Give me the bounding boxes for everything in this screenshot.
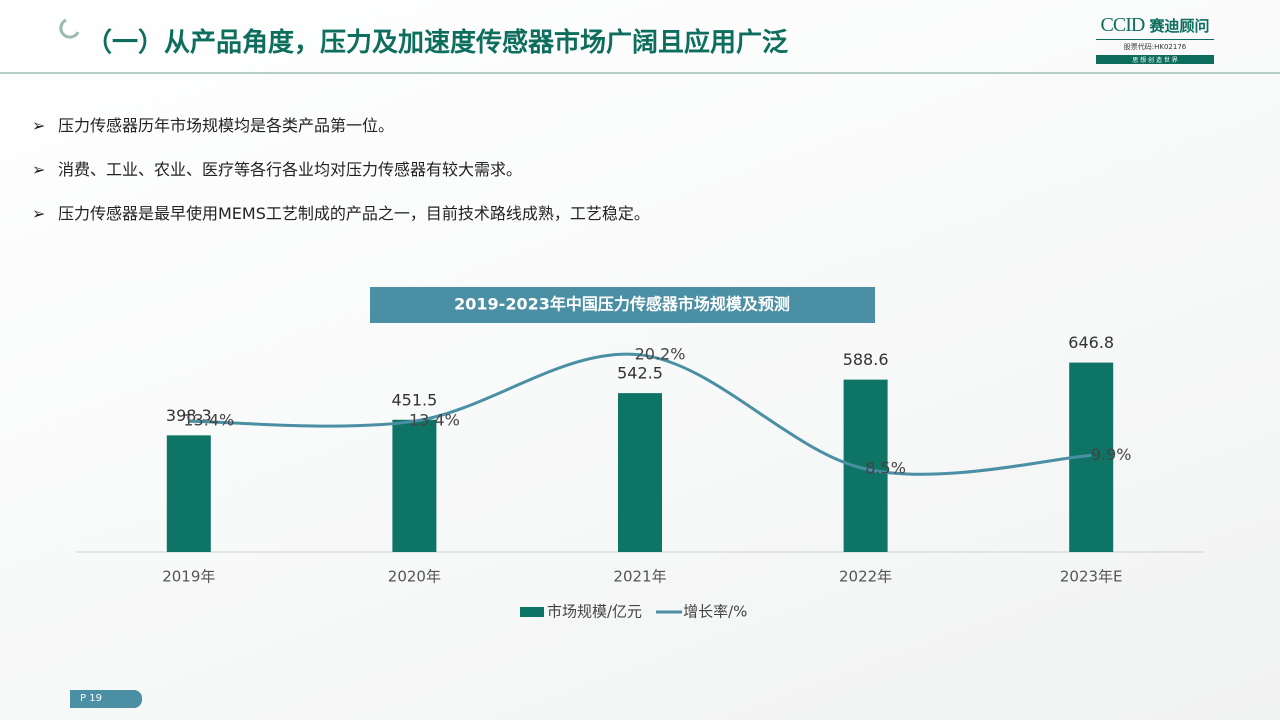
logo-slogan: 思 想 创 造 世 界 [1096,55,1214,64]
line-label: 8.5% [865,459,906,478]
x-tick-label: 2023年E [1060,568,1123,586]
legend-label: 增长率/% [683,603,747,621]
title-rule [0,72,1280,74]
page-number: P 19 [70,690,142,708]
x-tick-label: 2021年 [613,568,666,586]
chart-title: 2019-2023年中国压力传感器市场规模及预测 [454,295,790,314]
bullet: ➢ 压力传感器是最早使用MEMS工艺制成的产品之一，目前技术路线成熟，工艺稳定。 [32,200,650,224]
bullet: ➢ 压力传感器历年市场规模均是各类产品第一位。 [32,112,394,136]
bullet: ➢ 消费、工业、农业、医疗等各行各业均对压力传感器有较大需求。 [32,156,522,180]
line-label: 9.9% [1091,445,1132,464]
line-label: 13.4% [409,411,460,430]
bullet-text: 压力传感器历年市场规模均是各类产品第一位。 [58,116,395,135]
x-tick-label: 2022年 [839,568,892,586]
line-label: 20.2% [635,344,686,363]
bullet-text: 消费、工业、农业、医疗等各行各业均对压力传感器有较大需求。 [58,160,523,179]
bullet-marker: ➢ [32,116,46,135]
x-tick-label: 2020年 [388,568,441,586]
bar-label: 588.6 [843,350,889,369]
bar [392,419,437,552]
chart-title-box [370,287,875,323]
logo-name: 赛迪顾问 [1149,17,1210,35]
growth-line [188,352,1092,476]
bar-label: 451.5 [391,390,437,409]
bar [166,435,211,552]
legend-label: 市场规模/亿元 [547,603,642,621]
bar [618,393,662,552]
bar-label: 646.8 [1068,333,1114,352]
logo-brand: CCID [1100,14,1146,36]
bullet-marker: ➢ [32,204,46,223]
legend-swatch [520,607,544,617]
x-tick-label: 2019年 [162,568,215,586]
line-label: 13.4% [183,411,234,430]
deco-arc [59,18,80,39]
logo: CCID 赛迪顾问 股票代码:HK02176 思 想 创 造 世 界 [1096,14,1214,64]
logo-code: 股票代码:HK02176 [1096,39,1214,52]
page-title: （一）从产品角度，压力及加速度传感器市场广阔且应用广泛 [86,28,789,58]
bar-label: 542.5 [617,364,663,383]
bullet-marker: ➢ [32,160,46,179]
bullet-text: 压力传感器是最早使用MEMS工艺制成的产品之一，目前技术路线成熟，工艺稳定。 [58,204,650,223]
